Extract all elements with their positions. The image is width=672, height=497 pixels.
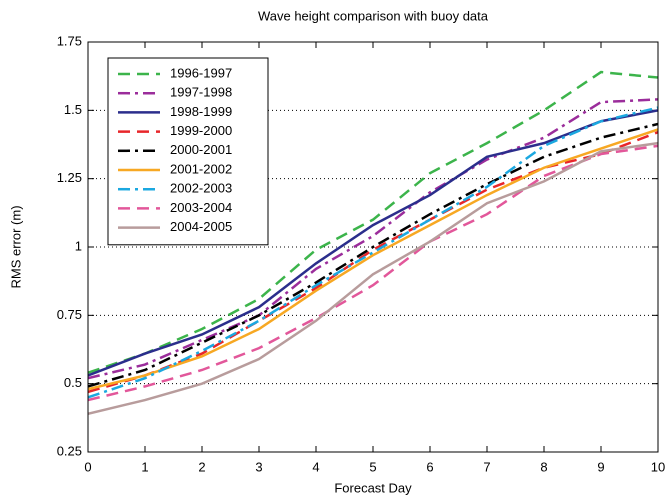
x-tick-label: 4 — [312, 459, 319, 474]
legend-label: 1999-2000 — [170, 123, 232, 138]
series-line — [88, 128, 658, 391]
series-line — [88, 109, 658, 377]
x-axis-label: Forecast Day — [334, 480, 412, 495]
x-tick-label: 0 — [84, 459, 91, 474]
series-line — [88, 141, 658, 415]
legend-label: 2001-2002 — [170, 161, 232, 176]
legend-label: 1998-1999 — [170, 104, 232, 119]
series-line — [88, 70, 658, 374]
legend-label: 1997-1998 — [170, 85, 232, 100]
legend-label: 2004-2005 — [170, 219, 232, 234]
series-line — [88, 98, 658, 380]
legend-label: 2000-2001 — [170, 142, 232, 157]
y-axis-label: RMS error (m) — [8, 205, 23, 288]
x-tick-label: 2 — [198, 459, 205, 474]
x-tick-label: 10 — [651, 459, 665, 474]
x-tick-label: 1 — [141, 459, 148, 474]
y-tick-label: 0.75 — [57, 307, 82, 322]
legend-label: 2002-2003 — [170, 181, 232, 196]
chart-title: Wave height comparison with buoy data — [258, 8, 489, 23]
x-tick-label: 6 — [426, 459, 433, 474]
x-tick-label: 7 — [483, 459, 490, 474]
x-tick-label: 8 — [540, 459, 547, 474]
series-line — [88, 106, 658, 399]
x-tick-label: 3 — [255, 459, 262, 474]
legend-label: 2003-2004 — [170, 200, 232, 215]
x-tick-label: 9 — [597, 459, 604, 474]
y-tick-label: 0.25 — [57, 443, 82, 458]
series-line — [88, 122, 658, 388]
legend-box — [107, 57, 269, 246]
plot-frame — [87, 41, 659, 453]
y-tick-label: 1.5 — [64, 102, 82, 117]
series-line — [88, 144, 658, 402]
y-tick-label: 1 — [75, 238, 82, 253]
y-tick-label: 1.25 — [57, 170, 82, 185]
y-tick-label: 0.5 — [64, 375, 82, 390]
y-tick-label: 1.75 — [57, 33, 82, 48]
legend-label: 1996-1997 — [170, 65, 232, 80]
x-tick-label: 5 — [369, 459, 376, 474]
